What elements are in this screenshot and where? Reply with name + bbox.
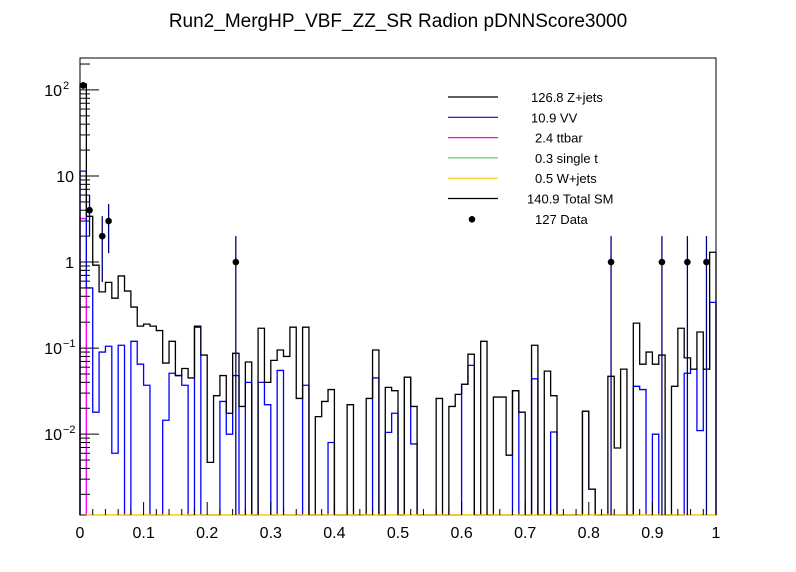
- y-tick-label: 10: [44, 427, 62, 444]
- data-point: [684, 258, 691, 266]
- data-point: [86, 206, 93, 214]
- histogram-total-sm: [79, 83, 717, 516]
- histograms: [79, 83, 717, 516]
- legend-marker-data: [468, 216, 476, 223]
- y-tick-exponent: −1: [63, 338, 76, 350]
- x-tick-label: 1: [712, 525, 721, 542]
- y-tick-label: 10: [44, 341, 62, 358]
- data-point: [607, 258, 615, 266]
- y-tick-label: 10: [56, 169, 74, 186]
- x-tick-label: 0.5: [387, 525, 409, 542]
- data-point: [658, 258, 666, 266]
- legend-label: 2.4 ttbar: [535, 131, 583, 146]
- data-point: [98, 232, 106, 240]
- legend-label: 0.3 single t: [535, 151, 598, 166]
- legend-label: 0.5 W+jets: [535, 171, 597, 186]
- x-tick-label: 0: [76, 525, 85, 542]
- legend: 126.8 Z+jets 10.9 VV 2.4 ttbar 0.3 single t…: [448, 90, 613, 227]
- y-tick-exponent: 2: [63, 80, 69, 92]
- legend-label: 126.8 Z+jets: [531, 90, 603, 105]
- y-tick-base: 10: [56, 169, 74, 186]
- data-points: [79, 82, 710, 515]
- y-tick-base: 10: [44, 427, 62, 444]
- y-tick-base: 10: [44, 83, 62, 100]
- data-point: [105, 217, 112, 225]
- x-tick-label: 0.7: [514, 525, 536, 542]
- x-tick-label: 0.2: [196, 525, 218, 542]
- x-tick-label: 0.9: [641, 525, 663, 542]
- data-point: [79, 82, 87, 89]
- x-tick-label: 0.1: [132, 525, 154, 542]
- x-axis: 0 0.1 0.2 0.3 0.4 0.5 0.6 0.7 0.8 0.9 1: [76, 502, 721, 542]
- legend-label: 127 Data: [535, 212, 589, 227]
- y-tick-label: 10: [44, 83, 62, 100]
- y-tick-label: 1: [65, 255, 74, 272]
- y-tick-exponent: −2: [63, 424, 76, 436]
- y-tick-base: 1: [65, 255, 74, 272]
- x-tick-label: 0.8: [578, 525, 600, 542]
- x-tick-label: 0.4: [323, 525, 345, 542]
- x-tick-label: 0.6: [450, 525, 472, 542]
- legend-label: 140.9 Total SM: [527, 192, 613, 207]
- data-point: [232, 258, 240, 266]
- chart-title: Run2_MergHP_VBF_ZZ_SR Radion pDNNScore30…: [169, 11, 627, 32]
- data-point: [703, 258, 710, 266]
- x-tick-label: 0.3: [260, 525, 282, 542]
- y-tick-base: 10: [44, 341, 62, 358]
- legend-label: 10.9 VV: [531, 110, 578, 125]
